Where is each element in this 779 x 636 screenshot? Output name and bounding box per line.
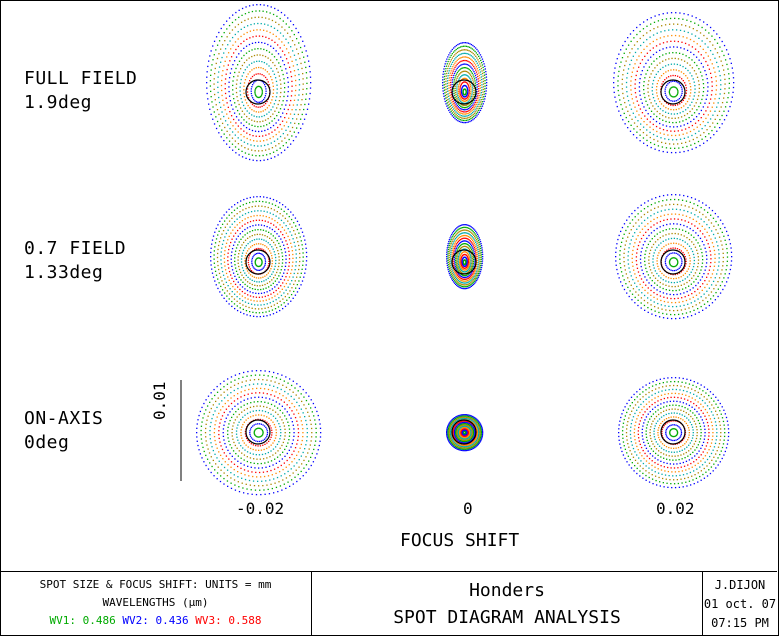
airy-disk-circle [451,249,477,275]
wavelength-3: WV3: 0.588 [195,614,262,627]
units-line: SPOT SIZE & FOCUS SHIFT: UNITS = mm [39,578,272,591]
field-label-onaxis: ON-AXIS 0deg [24,407,103,455]
airy-disk-circle [451,79,477,105]
airy-disk-circle [245,249,271,275]
airy-disk-circle [660,249,686,275]
analysis-title: SPOT DIAGRAM ANALYSIS [393,607,621,628]
focus-tick-zero: 0 [463,499,473,518]
scale-bar-label: 0.01 [150,381,169,420]
field-label-full: FULL FIELD 1.9deg [24,67,137,115]
airy-disk-circle [660,419,686,445]
field-angle: 1.33deg [24,262,104,283]
wavelength-1: WV1: 0.486 [49,614,116,627]
title-block: SPOT SIZE & FOCUS SHIFT: UNITS = mm WAVE… [0,571,777,635]
designer-name: Honders [469,580,545,601]
field-name: FULL FIELD [24,68,138,89]
title-block-units: SPOT SIZE & FOCUS SHIFT: UNITS = mm WAVE… [0,572,312,635]
field-name: 0.7 FIELD [24,238,127,259]
wavelength-2: WV2: 0.436 [122,614,189,627]
field-angle: 0deg [24,432,70,453]
airy-disk-circle [245,419,271,445]
author: J.DIJON [714,578,766,592]
airy-disk-circle [245,79,271,105]
date: 01 oct. 07 [703,597,777,611]
focus-tick-neg: -0.02 [236,499,285,518]
title-block-main: Honders SPOT DIAGRAM ANALYSIS [312,572,703,635]
focus-tick-pos: 0.02 [656,499,695,518]
airy-disk-circle [660,79,686,105]
airy-disk-circle [451,419,477,445]
x-axis-label: FOCUS SHIFT [400,530,520,551]
wavelength-list: WV1: 0.486 WV2: 0.436 WV3: 0.588 [0,614,311,627]
wavelengths-heading: WAVELENGTHS (μm) [102,596,209,609]
field-angle: 1.9deg [24,92,93,113]
title-block-meta: J.DIJON 01 oct. 07 07:15 PM [703,572,777,635]
time: 07:15 PM [711,616,769,630]
field-name: ON-AXIS [24,408,104,429]
field-label-07: 0.7 FIELD 1.33deg [24,237,126,285]
